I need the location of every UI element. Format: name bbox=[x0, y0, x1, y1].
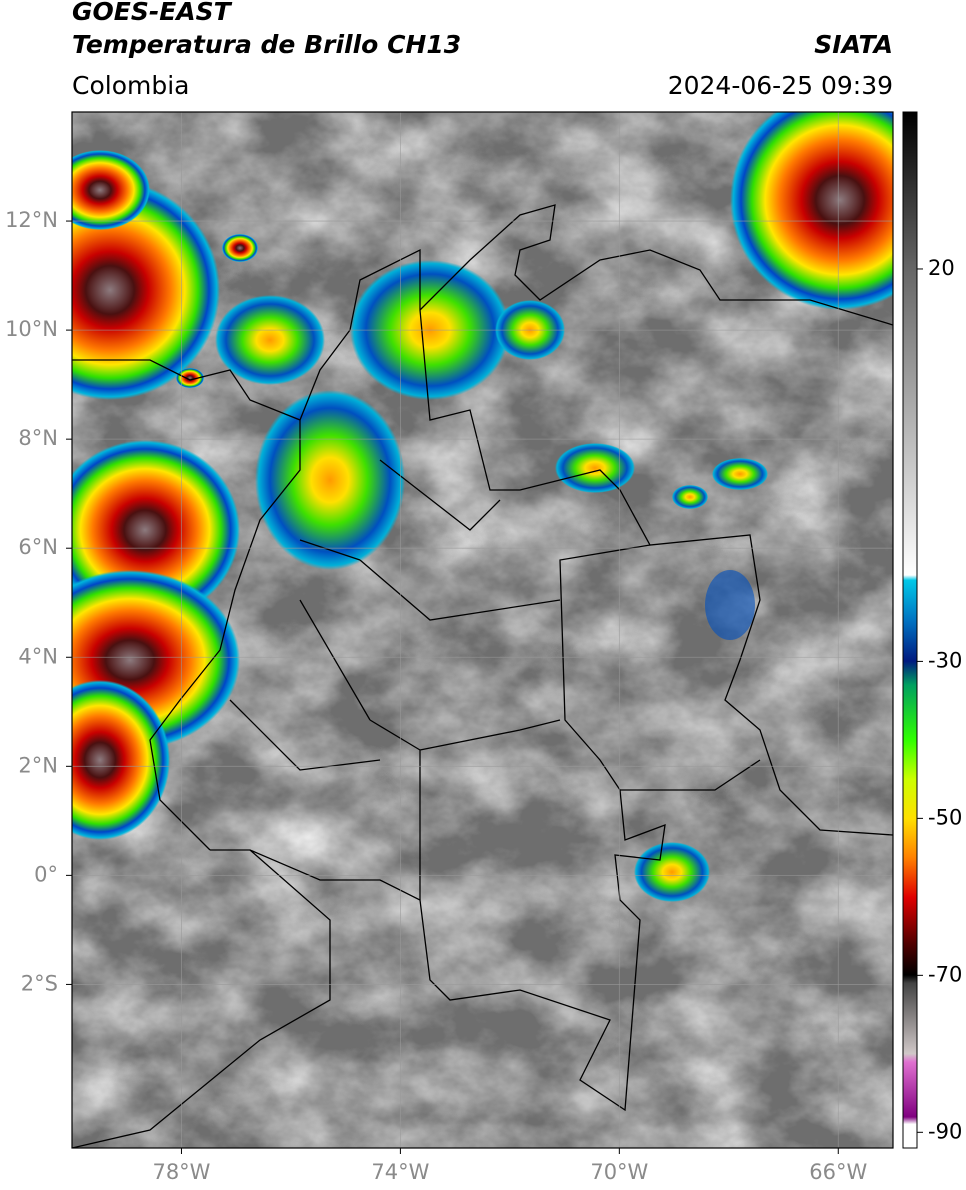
colorbar-label: -90 bbox=[928, 1119, 962, 1143]
lat-label: 10°N bbox=[5, 317, 58, 341]
lat-label: 4°N bbox=[18, 644, 58, 668]
title: GOES-EAST bbox=[72, 0, 233, 26]
lon-label: 74°W bbox=[371, 1160, 429, 1184]
lat-label: 0° bbox=[34, 862, 58, 886]
map-frame bbox=[71, 111, 894, 1149]
graticule bbox=[72, 112, 893, 1148]
colorbar-label: -50 bbox=[928, 805, 962, 829]
colorbar-label: -30 bbox=[928, 648, 962, 672]
country-borders bbox=[72, 204, 893, 1148]
lon-label: 66°W bbox=[809, 1160, 867, 1184]
lat-label: 6°N bbox=[18, 535, 58, 559]
source: SIATA bbox=[814, 30, 893, 59]
lat-label: 2°N bbox=[18, 753, 58, 777]
convective-cells bbox=[72, 112, 893, 902]
colorbar-label: -70 bbox=[928, 962, 962, 986]
colorbar-label: 20 bbox=[928, 256, 955, 280]
region: Colombia bbox=[72, 71, 189, 100]
subtitle: Temperatura de Brillo CH13 bbox=[72, 30, 461, 59]
lon-label: 70°W bbox=[590, 1160, 648, 1184]
lon-label: 78°W bbox=[152, 1160, 210, 1184]
labels: 78°W 74°W 70°W 66°W 2°S 0° 2°N 4°N 6°N 8°N 10°N 12°… bbox=[5, 208, 962, 1184]
datetime: 2024-06-25 09:39 bbox=[668, 71, 893, 100]
satellite-image bbox=[72, 112, 893, 1148]
lat-label: 8°N bbox=[18, 426, 58, 450]
lat-label: 2°S bbox=[21, 971, 58, 995]
lat-label: 12°N bbox=[5, 208, 58, 232]
colorbar bbox=[902, 111, 918, 1149]
